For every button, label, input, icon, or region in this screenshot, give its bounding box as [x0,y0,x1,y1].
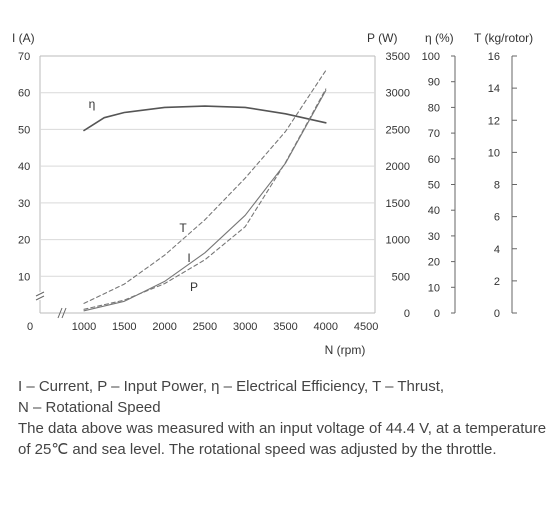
power-tick-label: 3500 [386,51,410,63]
x-tick-label: 3000 [233,321,257,333]
thrust-tick-label: 0 [494,308,500,320]
current-tick-label: 40 [18,161,30,173]
current-tick-label: 60 [18,88,30,100]
x-tick-label: 3500 [273,321,297,333]
thrust-axis: 16 14 12 10 8 6 4 2 0 [488,51,517,320]
gridlines [40,92,375,277]
power-axis-ticks: 3500 3000 2500 2000 1500 1000 500 0 [386,51,410,320]
efficiency-tick-label: 10 [428,282,440,294]
series-label-efficiency: η [89,97,96,111]
thrust-tick-label: 16 [488,51,500,63]
power-tick-label: 3000 [386,88,410,100]
x-tick-label: 2000 [152,321,176,333]
current-tick-label: 30 [18,198,30,210]
performance-chart: I (A) P (W) η (%) T (kg/rotor) N (rpm) 7… [12,31,533,357]
caption-legend-line-2: N – Rotational Speed [18,399,161,416]
efficiency-tick-label: 0 [434,308,440,320]
series-label-current: I [187,251,190,265]
series-labels: η I T P [89,97,198,294]
caption-measurement-note: The data above was measured with an inpu… [18,420,547,458]
power-tick-label: 0 [404,308,410,320]
series-line-thrust [83,69,327,304]
efficiency-tick-label: 40 [428,205,440,217]
thrust-tick-label: 14 [488,83,500,95]
current-tick-label: 20 [18,235,30,247]
series-lines [83,69,327,312]
power-tick-label: 500 [392,271,410,283]
series-label-power: P [190,280,198,294]
current-tick-label: 50 [18,124,30,136]
thrust-tick-label: 2 [494,276,500,288]
current-axis-title: I (A) [12,31,35,45]
caption-legend-line-1: I – Current, P – Input Power, η – Electr… [18,378,445,395]
power-tick-label: 1000 [386,235,410,247]
current-tick-label: 10 [18,271,30,283]
left-axis-break-mark [35,291,45,301]
x-axis-title: N (rpm) [325,343,366,357]
figure-caption: I – Current, P – Input Power, η – Electr… [18,376,548,460]
x-axis-ticks: 0 1000 1500 2000 2500 3000 3500 4000 4500 [27,321,378,333]
thrust-tick-label: 4 [494,244,500,256]
series-label-thrust: T [179,221,187,235]
thrust-tick-label: 8 [494,180,500,192]
efficiency-tick-label: 50 [428,180,440,192]
thrust-tick-label: 10 [488,147,500,159]
x-tick-label: 1500 [112,321,136,333]
current-tick-label: 70 [18,51,30,63]
x-tick-label: 4500 [354,321,378,333]
current-axis-ticks: 70 60 50 40 30 20 10 [18,51,30,283]
power-axis-title: P (W) [367,31,397,45]
efficiency-tick-label: 20 [428,257,440,269]
efficiency-tick-label: 100 [422,51,440,63]
x-tick-label: 4000 [314,321,338,333]
efficiency-tick-label: 60 [428,154,440,166]
power-tick-label: 2000 [386,161,410,173]
x-tick-label: 2500 [193,321,217,333]
series-line-power [83,89,327,312]
efficiency-tick-label: 80 [428,102,440,114]
x-tick-label: 0 [27,321,33,333]
efficiency-tick-label: 70 [428,128,440,140]
efficiency-axis-title: η (%) [425,31,454,45]
efficiency-tick-label: 30 [428,231,440,243]
x-tick-label: 1000 [72,321,96,333]
thrust-axis-title: T (kg/rotor) [474,31,533,45]
efficiency-tick-label: 90 [428,77,440,89]
power-tick-label: 1500 [386,198,410,210]
series-line-efficiency [83,105,327,132]
thrust-tick-label: 12 [488,115,500,127]
thrust-tick-label: 6 [494,212,500,224]
power-tick-label: 2500 [386,124,410,136]
x-axis-break-mark [57,307,67,319]
